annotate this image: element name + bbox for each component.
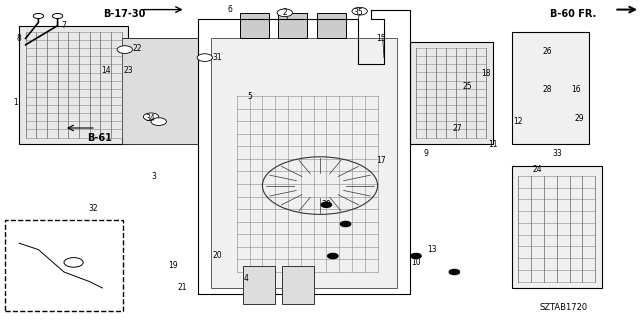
Text: 31: 31	[212, 53, 223, 62]
Text: 16: 16	[571, 85, 581, 94]
Text: 25: 25	[462, 82, 472, 91]
Text: B-61: B-61	[87, 132, 111, 143]
Circle shape	[411, 253, 421, 259]
FancyBboxPatch shape	[5, 220, 123, 311]
Text: 9: 9	[423, 149, 428, 158]
FancyBboxPatch shape	[512, 32, 589, 144]
Text: 35: 35	[353, 8, 364, 17]
Text: 28: 28	[543, 85, 552, 94]
Circle shape	[340, 221, 351, 227]
Text: 15: 15	[376, 34, 386, 43]
Text: 32: 32	[88, 204, 98, 212]
FancyBboxPatch shape	[240, 13, 269, 38]
FancyBboxPatch shape	[317, 13, 346, 38]
Circle shape	[117, 46, 132, 53]
Circle shape	[328, 253, 338, 259]
FancyBboxPatch shape	[211, 38, 397, 288]
Text: 6: 6	[228, 5, 233, 14]
Text: 10: 10	[411, 258, 421, 267]
Text: 33: 33	[552, 149, 562, 158]
Text: 34: 34	[145, 114, 156, 123]
Text: 27: 27	[452, 124, 463, 132]
FancyBboxPatch shape	[19, 26, 128, 144]
Circle shape	[143, 113, 159, 121]
Circle shape	[151, 118, 166, 125]
Circle shape	[277, 9, 292, 17]
Text: 24: 24	[532, 165, 543, 174]
Text: 18: 18	[482, 69, 491, 78]
Text: 3: 3	[151, 172, 156, 180]
Text: 19: 19	[168, 261, 178, 270]
Text: 1: 1	[13, 98, 19, 107]
Text: SZTAB1720: SZTAB1720	[539, 303, 588, 312]
Text: 5: 5	[247, 92, 252, 100]
Text: 13: 13	[427, 245, 437, 254]
Text: 20: 20	[212, 252, 223, 260]
Text: 22: 22	[133, 44, 142, 52]
Text: 30: 30	[321, 200, 332, 209]
FancyBboxPatch shape	[512, 166, 602, 288]
Text: 8: 8	[17, 34, 22, 43]
Circle shape	[33, 13, 44, 19]
Text: 21: 21	[178, 284, 187, 292]
Text: 7: 7	[61, 21, 67, 30]
Text: 4: 4	[244, 274, 249, 283]
FancyBboxPatch shape	[282, 266, 314, 304]
Text: B-17-30: B-17-30	[104, 9, 146, 20]
Text: 17: 17	[376, 156, 386, 164]
Text: 26: 26	[542, 47, 552, 56]
Circle shape	[352, 7, 367, 15]
FancyBboxPatch shape	[410, 42, 493, 144]
Text: 12: 12	[514, 117, 523, 126]
Circle shape	[449, 269, 460, 275]
Text: 23: 23	[123, 66, 133, 75]
Text: 11: 11	[488, 140, 497, 148]
Circle shape	[321, 202, 332, 207]
Circle shape	[197, 54, 212, 61]
Text: 14: 14	[100, 66, 111, 75]
FancyBboxPatch shape	[243, 266, 275, 304]
Circle shape	[64, 258, 83, 267]
Text: 2: 2	[282, 8, 287, 17]
Text: B-60 FR.: B-60 FR.	[550, 9, 596, 20]
Circle shape	[52, 13, 63, 19]
FancyBboxPatch shape	[122, 38, 198, 144]
Text: 29: 29	[574, 114, 584, 123]
FancyBboxPatch shape	[278, 13, 307, 38]
